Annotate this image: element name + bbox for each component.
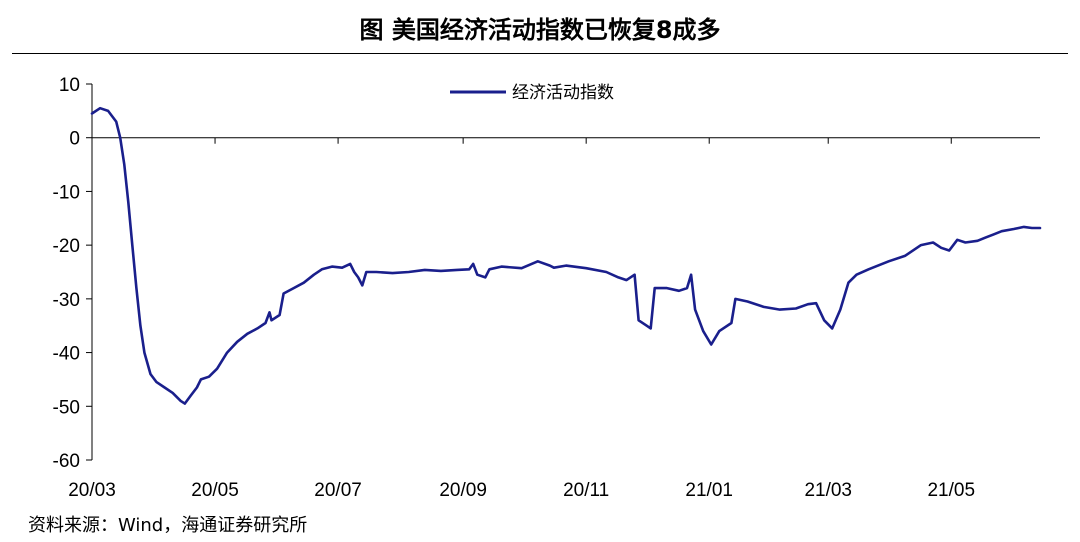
x-tick-label: 21/05 bbox=[927, 480, 975, 501]
y-tick-label: -30 bbox=[53, 290, 80, 311]
x-tick-label: 21/01 bbox=[685, 480, 733, 501]
y-tick-label: -60 bbox=[53, 451, 80, 472]
y-tick-label: -40 bbox=[53, 344, 80, 365]
x-tick-label: 21/03 bbox=[804, 480, 852, 501]
y-tick-label: 10 bbox=[59, 75, 80, 96]
chart-legend: 经济活动指数 bbox=[450, 83, 614, 103]
chart-axes bbox=[91, 84, 1040, 460]
x-tick-label: 20/11 bbox=[563, 480, 609, 501]
x-tick-label: 20/07 bbox=[314, 480, 362, 501]
title-divider bbox=[12, 53, 1068, 54]
y-tick-label: -10 bbox=[53, 182, 80, 203]
y-tick-label: 0 bbox=[69, 129, 80, 150]
x-tick-label: 20/09 bbox=[439, 480, 487, 501]
source-note: 资料来源：Wind，海通证券研究所 bbox=[28, 515, 308, 536]
chart-ticks: 10 0 -10 -20 -30 -40 -50 -60 20/03 20/05 20/07 20/0… bbox=[53, 75, 975, 501]
x-tick-label: 20/03 bbox=[68, 480, 116, 501]
legend-label: 经济活动指数 bbox=[512, 83, 614, 103]
y-tick-label: -50 bbox=[53, 397, 80, 418]
series-line-0 bbox=[90, 106, 1042, 405]
chart-title: 图 美国经济活动指数已恢复8成多 bbox=[359, 16, 721, 44]
x-tick-label: 20/05 bbox=[191, 480, 239, 501]
chart-series bbox=[90, 106, 1042, 405]
y-tick-label: -20 bbox=[53, 236, 80, 257]
